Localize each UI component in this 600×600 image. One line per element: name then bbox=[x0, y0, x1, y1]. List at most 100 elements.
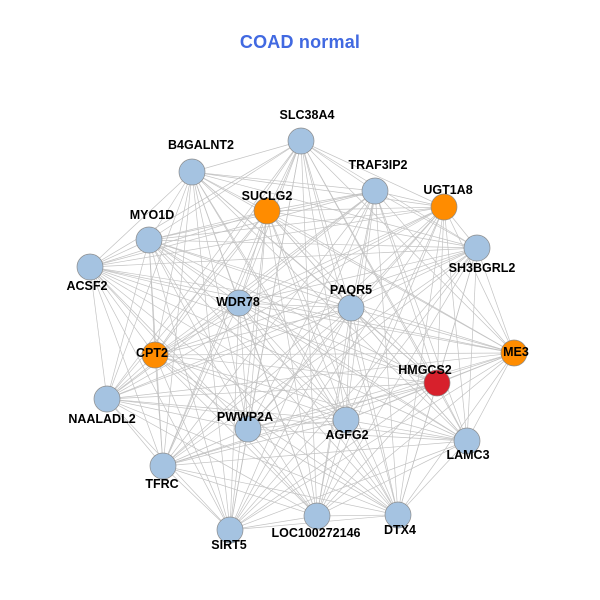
edge bbox=[316, 514, 399, 517]
edge bbox=[350, 307, 438, 384]
edge bbox=[154, 354, 318, 517]
edge bbox=[350, 206, 445, 309]
node-PAQR5 bbox=[337, 294, 365, 322]
edge bbox=[89, 266, 231, 531]
edge bbox=[229, 440, 468, 531]
edge bbox=[350, 307, 399, 516]
edge bbox=[300, 140, 352, 309]
node-SLC38A4 bbox=[287, 127, 315, 155]
node-label-PWWP2A: PWWP2A bbox=[217, 410, 273, 424]
edge bbox=[238, 302, 318, 517]
edge bbox=[106, 398, 318, 517]
edge bbox=[350, 307, 468, 442]
node-LOC100272146 bbox=[303, 502, 331, 530]
edge bbox=[443, 206, 515, 354]
edge bbox=[229, 302, 240, 531]
plot-title: COAD normal bbox=[239, 32, 361, 52]
edge bbox=[89, 206, 445, 268]
edge bbox=[229, 428, 249, 531]
edge bbox=[162, 440, 468, 467]
edge bbox=[154, 206, 445, 356]
edge bbox=[148, 239, 347, 421]
node-TRAF3IP2 bbox=[361, 177, 389, 205]
edge bbox=[148, 239, 468, 442]
edge bbox=[89, 266, 399, 516]
node-label-SIRT5: SIRT5 bbox=[211, 538, 246, 552]
node-label-LAMC3: LAMC3 bbox=[446, 448, 489, 462]
edge bbox=[266, 210, 318, 517]
edge bbox=[266, 210, 399, 516]
node-UGT1A8 bbox=[430, 193, 458, 221]
edge bbox=[345, 206, 445, 421]
edge bbox=[89, 266, 108, 400]
node-B4GALNT2 bbox=[178, 158, 206, 186]
edge bbox=[374, 190, 478, 249]
node-CPT2 bbox=[141, 341, 169, 369]
edge bbox=[89, 266, 438, 384]
edge bbox=[191, 171, 399, 516]
edge bbox=[191, 171, 268, 212]
edge bbox=[345, 419, 399, 516]
edge bbox=[154, 302, 240, 356]
edge bbox=[162, 210, 268, 467]
edge bbox=[374, 190, 438, 384]
node-label-LOC100272146: LOC100272146 bbox=[272, 526, 361, 540]
edge bbox=[148, 239, 478, 249]
node-label-HMGCS2: HMGCS2 bbox=[398, 363, 452, 377]
edge bbox=[162, 190, 376, 467]
edge bbox=[89, 247, 478, 268]
edge bbox=[148, 239, 399, 516]
edge bbox=[247, 428, 399, 516]
edge bbox=[229, 210, 268, 531]
edge bbox=[229, 382, 438, 531]
node-DTX4 bbox=[384, 501, 412, 529]
edge bbox=[154, 354, 164, 467]
edge bbox=[247, 307, 352, 430]
edge bbox=[229, 515, 318, 531]
edge bbox=[154, 352, 515, 356]
node-label-ME3: ME3 bbox=[503, 345, 529, 359]
node-PWWP2A bbox=[234, 415, 262, 443]
edge bbox=[89, 266, 164, 467]
node-ME3 bbox=[500, 339, 528, 367]
edge bbox=[316, 307, 352, 517]
edge bbox=[374, 190, 399, 516]
edge bbox=[443, 206, 468, 442]
edge bbox=[316, 352, 515, 517]
edge bbox=[476, 247, 515, 354]
edge bbox=[89, 190, 376, 268]
edge bbox=[162, 302, 240, 467]
edge bbox=[191, 171, 468, 442]
edge bbox=[106, 398, 249, 430]
node-label-SH3BGRL2: SH3BGRL2 bbox=[449, 261, 516, 275]
edge bbox=[345, 247, 478, 421]
edge bbox=[148, 239, 318, 517]
edge bbox=[350, 247, 478, 309]
node-LAMC3 bbox=[453, 427, 481, 455]
edge bbox=[238, 302, 515, 354]
edge bbox=[238, 302, 352, 309]
node-label-DTX4: DTX4 bbox=[384, 523, 416, 537]
edge bbox=[238, 247, 478, 304]
edge bbox=[345, 419, 468, 442]
edge bbox=[89, 266, 352, 309]
edge bbox=[106, 398, 347, 421]
edge bbox=[247, 210, 268, 430]
edge bbox=[106, 171, 193, 400]
edge bbox=[89, 266, 318, 517]
edge bbox=[89, 266, 156, 356]
edge bbox=[191, 171, 249, 430]
edge bbox=[148, 239, 231, 531]
edge bbox=[106, 239, 150, 400]
edge bbox=[316, 206, 445, 517]
edge bbox=[374, 190, 515, 354]
edge bbox=[316, 382, 438, 517]
edge bbox=[300, 140, 445, 208]
edge bbox=[247, 190, 376, 430]
node-label-AGFG2: AGFG2 bbox=[325, 428, 368, 442]
edge bbox=[300, 140, 376, 192]
edge bbox=[154, 354, 249, 430]
labels-layer: SLC38A4 B4GALNT2 TRAF3IP2 UGT1A8 SUCLG2 MYO1D… bbox=[67, 108, 529, 552]
edge bbox=[191, 171, 478, 249]
